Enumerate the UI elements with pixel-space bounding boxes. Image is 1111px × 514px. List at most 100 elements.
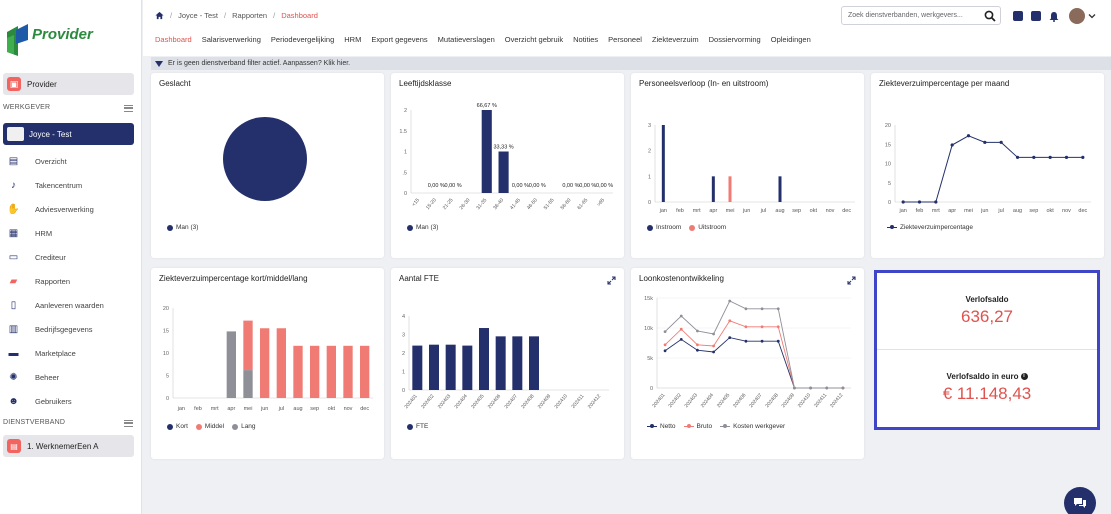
bell-icon[interactable] <box>1049 11 1059 22</box>
x-tick-label: 36-40 <box>492 197 505 211</box>
sidebar-item-marketplace[interactable]: ▬ Marketplace <box>0 341 142 365</box>
legend-item[interactable]: Kosten werkgever <box>720 423 785 430</box>
tab-personeel[interactable]: Personeel <box>608 35 642 44</box>
organisation-button[interactable]: ▣ Provider <box>3 73 134 95</box>
info-icon[interactable]: i <box>1020 373 1028 381</box>
x-tick-label: 202401 <box>651 392 666 409</box>
data-point <box>841 386 845 390</box>
y-tick-label: 15 <box>163 329 169 335</box>
breadcrumb-item[interactable]: Joyce - Test <box>178 11 218 20</box>
search-input[interactable]: Zoek dienstverbanden, werkgevers... <box>841 6 1001 25</box>
dienstverband-menu-icon[interactable] <box>124 420 133 427</box>
x-tick-label: 202409 <box>781 392 796 409</box>
tab-notities[interactable]: Notities <box>573 35 599 44</box>
legend-item[interactable]: FTE <box>407 423 428 430</box>
series-line <box>664 300 843 389</box>
series-line <box>664 337 843 389</box>
sidebar-item-label: Marketplace <box>35 348 76 358</box>
y-tick-label: 2 <box>404 108 407 114</box>
data-point <box>712 344 715 348</box>
legend-item[interactable]: Lang <box>232 423 256 430</box>
filter-bar[interactable]: Er is geen dienstverband filter actief. … <box>151 57 1111 70</box>
legend-item[interactable]: Man (3) <box>407 224 438 231</box>
export-icon[interactable] <box>1013 11 1023 21</box>
tab-hrm[interactable]: HRM <box>344 35 362 44</box>
card-personeelsverloop: Personeelsverloop (In- en uitstroom) 0 1 2… <box>631 73 864 258</box>
legend-item[interactable]: Kort <box>167 423 188 430</box>
tab-ziekteverzuim[interactable]: Ziekteverzuim <box>651 35 699 44</box>
expand-icon[interactable] <box>607 276 616 285</box>
data-point <box>966 134 971 138</box>
legend-item[interactable]: Instroom <box>647 224 681 231</box>
x-tick-label: jun <box>980 208 988 214</box>
x-tick-label: 202405 <box>716 392 731 409</box>
y-tick-label: 5 <box>888 181 891 187</box>
data-point <box>1081 155 1085 159</box>
provider-logo[interactable]: Provider <box>4 22 134 62</box>
tab-dossiervorming[interactable]: Dossiervorming <box>708 35 761 44</box>
legend: Netto Bruto Kosten werkgever <box>647 423 793 430</box>
data-point <box>663 343 667 347</box>
x-tick-label: jul <box>997 208 1004 214</box>
legend-item[interactable]: Netto <box>647 423 676 430</box>
legend-item[interactable]: Ziekteverzuimpercentage <box>887 224 973 231</box>
search-icon[interactable] <box>984 10 996 22</box>
y-tick-label: 0 <box>648 200 651 206</box>
x-tick-label: sep <box>310 406 319 412</box>
tab-overzicht-gebruik[interactable]: Overzicht gebruik <box>504 35 564 44</box>
legend-item[interactable]: Man (3) <box>167 224 198 231</box>
home-icon[interactable] <box>155 11 164 20</box>
series-line <box>903 135 1083 203</box>
bar <box>260 328 270 398</box>
sidebar-item-aanleveren-waarden[interactable]: ▯ Aanleveren waarden <box>0 293 142 317</box>
legend-item[interactable]: Middel <box>195 423 224 430</box>
sidebar-item-adviesverwerking[interactable]: ✋ Adviesverwerking <box>0 197 142 221</box>
expand-icon[interactable] <box>847 276 856 285</box>
sidebar-nav: ▤ Overzicht ♪ Takencentrum ✋ Adviesverwerking… <box>0 149 142 413</box>
y-tick-label: 5k <box>647 356 653 362</box>
x-tick-label: 26-30 <box>459 197 472 211</box>
sidebar-item-rapporten[interactable]: ▰ Rapporten <box>0 269 142 293</box>
sidebar-item-beheer[interactable]: ✺ Beheer <box>0 365 142 389</box>
verlofsaldo-value: 636,27 <box>961 307 1013 326</box>
tab-dashboard[interactable]: Dashboard <box>155 35 192 44</box>
legend-item[interactable]: Bruto <box>683 423 712 430</box>
breadcrumb-item[interactable]: Rapporten <box>232 11 268 20</box>
sidebar-item-crediteur[interactable]: ▭ Crediteur <box>0 245 142 269</box>
legend-item[interactable]: Uitstroom <box>689 224 726 231</box>
data-point <box>744 339 748 343</box>
y-tick-label: 5 <box>166 374 169 380</box>
filter-icon <box>155 60 163 67</box>
sidebar-item-hrm[interactable]: ▦ HRM <box>0 221 142 245</box>
data-point <box>983 140 987 144</box>
x-tick-label: 31-35 <box>475 197 488 211</box>
tab-periodevergelijking[interactable]: Periodevergelijking <box>270 35 335 44</box>
sidebar-item-bedrijfsgegevens[interactable]: ▥ Bedrijfsgegevens <box>0 317 142 341</box>
user-avatar[interactable] <box>1069 8 1085 24</box>
tab-export-gegevens[interactable]: Export gegevens <box>371 35 428 44</box>
calendar-icon[interactable] <box>1031 11 1041 21</box>
bar <box>498 151 509 193</box>
x-tick-label: 202402 <box>420 393 435 410</box>
employer-selector[interactable]: Joyce - Test <box>3 123 134 145</box>
bar <box>243 370 253 398</box>
tab-opleidingen[interactable]: Opleidingen <box>770 35 811 44</box>
sidebar-item-overzicht[interactable]: ▤ Overzicht <box>0 149 142 173</box>
x-tick-label: mei <box>964 208 973 214</box>
dienstverband-selector[interactable]: ▤ 1. WerknemerEen A <box>3 435 134 457</box>
legend: Man (3) <box>407 224 446 231</box>
x-tick-label: 202402 <box>667 392 682 409</box>
sidebar-item-takencentrum[interactable]: ♪ Takencentrum <box>0 173 142 197</box>
logo-text: Provider <box>32 26 93 43</box>
chevron-down-icon[interactable] <box>1088 12 1096 20</box>
chat-button[interactable] <box>1064 487 1096 514</box>
tab-salarisverwerking[interactable]: Salarisverwerking <box>201 35 261 44</box>
x-tick-label: feb <box>916 208 924 214</box>
x-tick-label: dec <box>1078 208 1087 214</box>
werkgever-menu-icon[interactable] <box>124 105 133 112</box>
x-tick-label: mrt <box>211 406 219 412</box>
sidebar-item-gebruikers[interactable]: ☻ Gebruikers <box>0 389 142 413</box>
tab-mutatieverslagen[interactable]: Mutatieverslagen <box>437 35 495 44</box>
data-point <box>1032 155 1036 159</box>
x-tick-label: 202412 <box>829 392 844 409</box>
